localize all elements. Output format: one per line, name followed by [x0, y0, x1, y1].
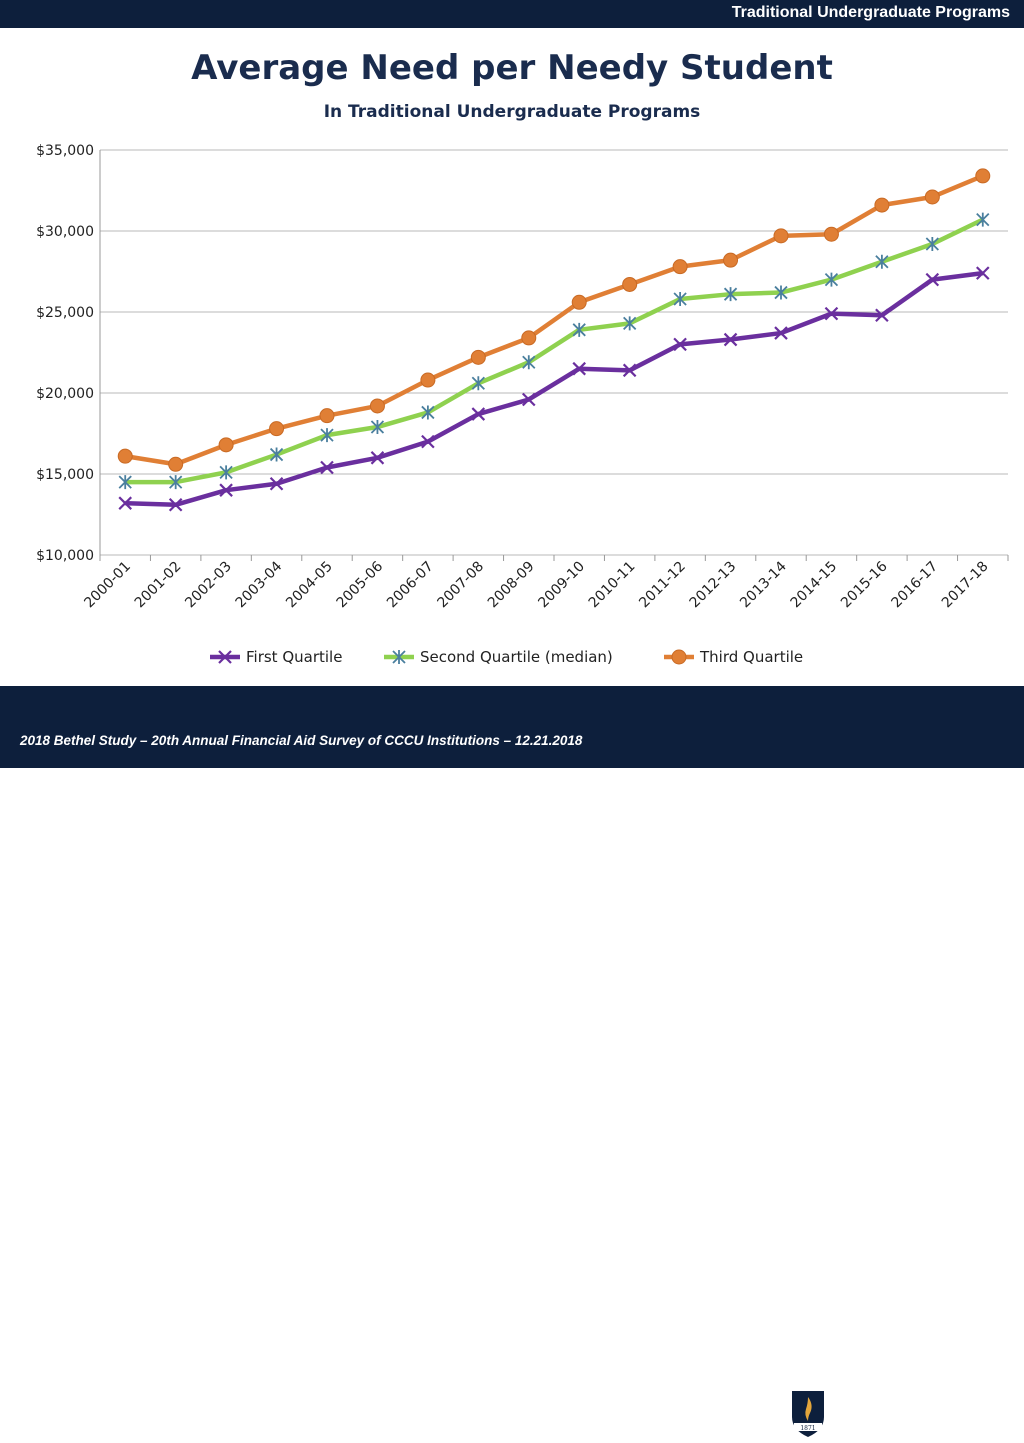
data-point	[370, 420, 385, 435]
series-line-2	[125, 217, 984, 485]
x-tick-label: 2009-10	[535, 559, 588, 612]
data-point	[976, 266, 990, 280]
data-point	[622, 363, 637, 378]
legend-marker	[671, 649, 687, 665]
data-point	[522, 355, 536, 370]
data-point	[622, 276, 638, 292]
logo-name: BETHEL	[852, 1389, 989, 1420]
data-point	[875, 254, 889, 269]
bethel-university-logo: 1871 BETHEL UNIVERSITY	[788, 1387, 989, 1441]
series-line-3	[124, 173, 984, 467]
y-tick-label: $20,000	[36, 386, 94, 402]
x-tick-label: 2005-06	[334, 558, 387, 611]
data-point	[421, 405, 435, 420]
x-tick-label: 2007-08	[434, 559, 487, 612]
data-point	[773, 228, 789, 244]
x-tick-label: 2000-01	[81, 559, 134, 612]
data-point	[320, 460, 334, 475]
data-point	[420, 372, 436, 388]
logo-subtitle: UNIVERSITY	[858, 1424, 985, 1439]
x-tick-label: 2008-09	[485, 559, 538, 612]
data-point	[623, 316, 637, 331]
line-chart: $10,000 $15,000 $20,000 $25,000 $30,000 $35,0…	[36, 143, 1009, 666]
data-point	[269, 447, 284, 462]
data-point	[976, 212, 990, 227]
data-point	[218, 437, 234, 453]
data-point	[925, 236, 939, 251]
x-tick-label: 2010-11	[586, 559, 639, 612]
footer-citation: 2018 Bethel Study – 20th Annual Financia…	[20, 733, 583, 748]
chart-title: Average Need per Needy Student	[191, 48, 833, 88]
chart-subtitle: In Traditional Undergraduate Programs	[323, 102, 701, 122]
data-point	[571, 294, 587, 310]
x-tick-label: 2014-15	[788, 559, 841, 612]
data-point	[219, 465, 233, 480]
data-point	[168, 498, 183, 512]
x-tick-label: 2013-14	[737, 558, 790, 611]
x-tick-label: 2011-12	[636, 559, 689, 612]
data-point	[824, 272, 839, 287]
y-tick-label: $35,000	[36, 143, 94, 159]
y-tick-label: $25,000	[36, 305, 94, 321]
data-point	[572, 361, 586, 376]
data-point	[925, 272, 940, 287]
y-tick-label: $15,000	[36, 467, 94, 483]
data-point	[269, 421, 285, 437]
logo-year: 1871	[800, 1425, 815, 1432]
x-tick-label: 2003-04	[233, 558, 286, 611]
data-point	[572, 322, 586, 337]
legend-marker	[218, 650, 232, 664]
data-point	[369, 398, 385, 414]
data-point	[169, 475, 183, 490]
x-tick-label: 2017-18	[939, 559, 992, 612]
data-point	[673, 292, 687, 307]
header-bar: Traditional Undergraduate Programs	[0, 0, 1024, 28]
x-tick-label: 2012-13	[687, 559, 740, 612]
data-point	[975, 168, 991, 184]
data-point	[118, 496, 132, 510]
section-title: Traditional Undergraduate Programs	[731, 4, 1010, 21]
data-point	[774, 326, 788, 340]
data-point	[320, 428, 334, 443]
data-point	[924, 189, 940, 205]
data-point	[874, 197, 890, 213]
legend-label: Third Quartile	[699, 648, 803, 666]
x-tick-label: 2002-03	[182, 559, 235, 612]
data-point	[370, 451, 385, 465]
data-point	[824, 306, 839, 321]
shield-icon: 1871	[788, 1387, 828, 1441]
data-point	[117, 448, 133, 464]
series-line-1	[125, 270, 984, 508]
footer-bar: 2018 Bethel Study – 20th Annual Financia…	[0, 686, 1024, 1441]
data-point	[774, 285, 788, 300]
legend-label: First Quartile	[246, 648, 342, 666]
data-point	[319, 408, 335, 424]
legend-marker	[392, 650, 406, 664]
data-point	[168, 456, 184, 472]
data-point	[723, 252, 739, 268]
x-tick-label: 2006-07	[384, 559, 437, 612]
data-point	[269, 476, 284, 491]
x-tick-label: 2001-02	[132, 559, 185, 612]
data-point	[471, 376, 485, 391]
legend-label: Second Quartile (median)	[420, 648, 613, 666]
data-point	[521, 330, 537, 346]
data-point	[118, 475, 132, 490]
x-tick-label: 2016-17	[888, 559, 941, 612]
data-point	[470, 349, 486, 365]
x-tick-label: 2015-16	[838, 558, 891, 611]
data-point	[421, 434, 435, 449]
data-point	[723, 287, 738, 302]
data-point	[219, 483, 233, 497]
data-point	[823, 226, 839, 242]
y-tick-label: $30,000	[36, 224, 94, 240]
data-point	[522, 392, 536, 407]
data-point	[875, 308, 889, 323]
x-tick-label: 2004-05	[283, 559, 336, 612]
data-point	[471, 407, 486, 421]
data-point	[672, 259, 688, 275]
data-point	[673, 337, 687, 352]
data-point	[723, 332, 738, 347]
y-tick-label: $10,000	[36, 548, 94, 564]
